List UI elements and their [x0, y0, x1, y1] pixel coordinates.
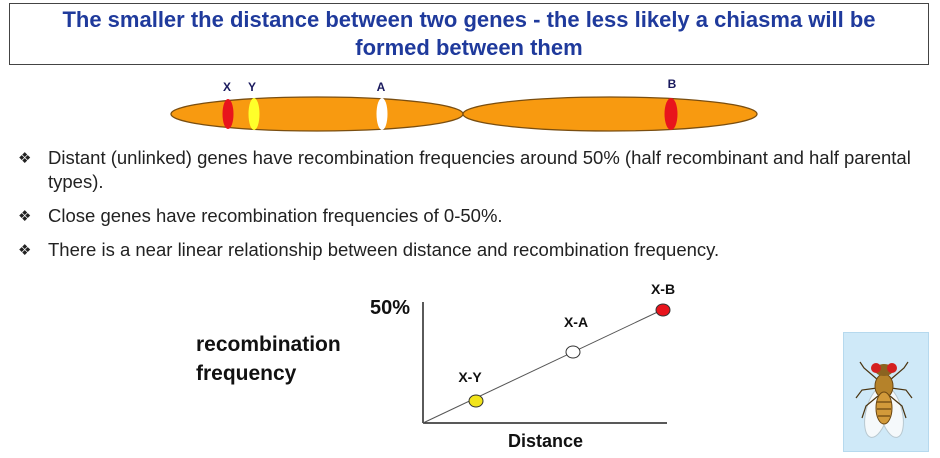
bullet-item: ❖ Close genes have recombination frequen… — [18, 204, 936, 228]
title-box: The smaller the distance between two gen… — [9, 3, 929, 65]
gene-label-b: B — [668, 77, 677, 91]
gene-band-y — [248, 98, 260, 130]
trend-line — [422, 308, 665, 424]
data-points: X-Y X-A X-B — [458, 281, 675, 408]
bullet-item: ❖ There is a near linear relationship be… — [18, 238, 936, 262]
y-axis-label: recombination frequency — [196, 330, 341, 388]
x-axis-label: Distance — [508, 431, 584, 451]
chromosome-arm-right — [462, 96, 758, 132]
gene-band-a — [376, 98, 388, 130]
data-point-label-x-b: X-B — [651, 281, 675, 297]
bullet-text: Close genes have recombination frequenci… — [48, 205, 503, 226]
recombination-chart: X-Y X-A X-B — [422, 281, 675, 424]
y-tick-label: 50% — [370, 297, 411, 319]
data-point-label-x-y: X-Y — [458, 369, 482, 385]
diamond-bullet-icon: ❖ — [18, 207, 32, 225]
gene-label-x: X — [223, 80, 231, 94]
gene-band-b — [664, 98, 678, 130]
gene-label-y: Y — [248, 80, 256, 94]
title-line-1: The smaller the distance between two gen… — [62, 7, 876, 32]
chromosome-arm-left — [170, 96, 464, 132]
diamond-bullet-icon: ❖ — [18, 149, 32, 167]
bullet-list: ❖ Distant (unlinked) genes have recombin… — [18, 146, 936, 272]
data-point-x-b — [655, 303, 671, 317]
y-axis-label-line-2: frequency — [196, 362, 297, 385]
fruit-fly-icon — [855, 361, 913, 438]
diamond-bullet-icon: ❖ — [18, 241, 32, 259]
data-point-label-x-a: X-A — [564, 314, 588, 330]
chromosome: X Y A B — [170, 77, 758, 132]
y-axis-label-line-1: recombination — [196, 333, 341, 356]
bullet-item: ❖ Distant (unlinked) genes have recombin… — [18, 146, 936, 194]
data-point-x-y — [468, 394, 484, 408]
bullet-text: There is a near linear relationship betw… — [48, 239, 720, 260]
gene-label-a: A — [377, 80, 386, 94]
title-line-2: formed between them — [355, 35, 583, 60]
bullet-text: Distant (unlinked) genes have recombinat… — [48, 147, 911, 192]
data-point-x-a — [565, 345, 581, 359]
gene-band-x — [222, 99, 234, 129]
